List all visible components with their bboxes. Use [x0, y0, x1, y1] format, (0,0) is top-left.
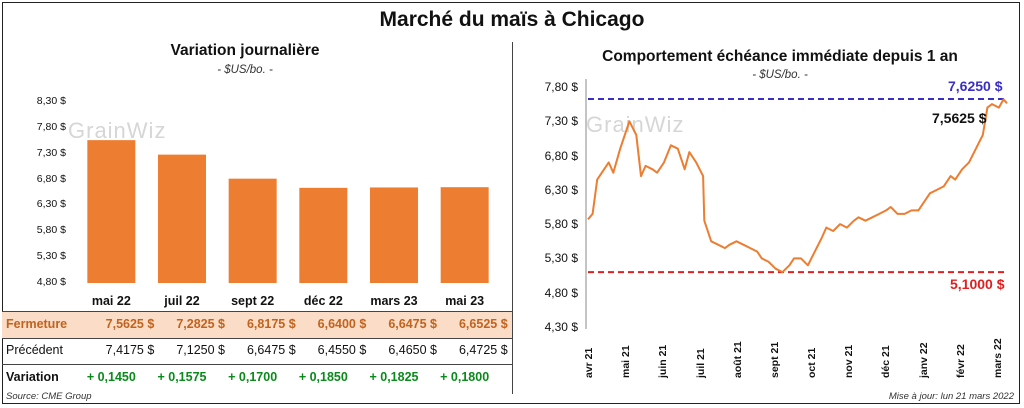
- line-y-tick: 6,80 $: [544, 148, 578, 163]
- bar-3: [299, 187, 348, 283]
- line-y-tick: 6,30 $: [544, 182, 578, 197]
- bar-1: [158, 154, 206, 283]
- high-annotation: 7,6250 $: [948, 78, 1003, 94]
- bar-y-tick: 8,30 $: [36, 95, 66, 107]
- left-chart-title: Variation journalière: [170, 42, 320, 59]
- fermeture-cell: 6,6475 $: [388, 317, 437, 331]
- variation-cell: + 0,1800: [440, 370, 490, 384]
- source-note: Source: CME Group: [6, 391, 92, 402]
- bar-y-tick: 5,80 $: [36, 224, 66, 237]
- bar-chart: [87, 140, 489, 283]
- fermeture-row: Fermeture 7,5625 $ 7,2825 $ 6,8175 $ 6,6400…: [2, 311, 512, 339]
- fermeture-cell: 6,8175 $: [246, 317, 296, 331]
- variation-cell: + 0,1850: [298, 370, 348, 384]
- bar-y-tick: 6,30 $: [36, 198, 66, 211]
- left-chart-unit: - $US/bo. -: [217, 64, 273, 76]
- line-x-tick: août 21: [731, 341, 744, 378]
- line-x-tick: nov 21: [843, 344, 856, 378]
- bar-2: [228, 178, 277, 283]
- line-x-tick: juil 21: [694, 348, 707, 378]
- precedent-cell: 7,4175 $: [105, 343, 155, 357]
- line-x-tick: avr 21: [583, 347, 595, 378]
- line-x-tick: févr 22: [954, 344, 967, 378]
- line-x-tick: oct 21: [806, 347, 819, 378]
- line-x-tick: sept 21: [768, 341, 781, 378]
- line-y-tick: 5,30 $: [544, 251, 578, 266]
- line-x-tick: juin 21: [657, 344, 670, 378]
- bar-y-tick: 6,80 $: [36, 172, 66, 185]
- precedent-label: Précédent: [6, 343, 63, 357]
- fermeture-label: Fermeture: [6, 317, 68, 331]
- fermeture-cell: 7,2825 $: [176, 317, 225, 331]
- chart-frame: [2, 2, 1020, 404]
- line-x-tick: mars 22: [992, 338, 1004, 378]
- left-watermark: GrainWiz: [68, 118, 167, 143]
- variation-row: Variation + 0,1450 + 0,1575 + 0,1700 + 0,18…: [2, 364, 512, 391]
- fermeture-cell: 6,6400 $: [317, 317, 367, 331]
- precedent-cell: 6,4650 $: [388, 343, 437, 357]
- precedent-cell: 7,1250 $: [176, 343, 225, 357]
- line-x-tick: janv 22: [917, 342, 930, 378]
- last-value-annotation: 7,5625 $: [932, 110, 987, 127]
- variation-cell: + 0,1450: [86, 370, 136, 384]
- line-x-tick: mai 21: [620, 345, 633, 378]
- bar-0: [87, 140, 136, 283]
- bar-y-tick: 7,30 $: [36, 146, 66, 159]
- fermeture-cell: 7,5625 $: [105, 317, 155, 331]
- precedent-row: Précédent 7,4175 $ 7,1250 $ 6,6475 $ 6,4550…: [2, 338, 512, 364]
- variation-label: Variation: [6, 370, 59, 384]
- line-y-tick: 5,80 $: [544, 217, 578, 232]
- bar-x-label: mai 23: [445, 294, 485, 308]
- line-x-tick: déc 21: [880, 345, 893, 378]
- right-watermark: GrainWiz: [586, 112, 685, 137]
- bar-5: [440, 187, 489, 283]
- bar-y-tick: 4,80 $: [36, 276, 66, 288]
- precedent-cell: 6,4550 $: [317, 343, 367, 357]
- variation-cell: + 0,1825: [369, 370, 419, 384]
- bar-4: [370, 187, 418, 283]
- right-chart-title: Comportement échéance immédiate depuis 1…: [602, 48, 958, 65]
- bar-x-label: juil 22: [164, 294, 200, 308]
- bar-x-label: mars 23: [370, 294, 418, 308]
- bar-x-label: sept 22: [231, 294, 275, 308]
- precedent-cell: 6,6475 $: [246, 343, 296, 357]
- update-note: Mise à jour: lun 21 mars 2022: [888, 391, 1014, 402]
- bar-x-label: mai 22: [91, 294, 131, 308]
- variation-cell: + 0,1700: [228, 370, 278, 384]
- line-y-tick: 4,80 $: [544, 285, 578, 300]
- precedent-cell: 6,4725 $: [458, 343, 508, 357]
- line-y-tick: 7,80 $: [544, 80, 578, 94]
- right-chart-unit: - $US/bo. -: [752, 69, 808, 81]
- bar-y-tick: 5,30 $: [36, 250, 66, 263]
- page-title: Marché du maïs à Chicago: [379, 8, 645, 31]
- variation-cell: + 0,1575: [157, 370, 207, 384]
- low-annotation: 5,1000 $: [950, 276, 1005, 293]
- bar-y-tick: 7,80 $: [36, 120, 66, 133]
- line-y-tick: 4,30 $: [544, 320, 578, 334]
- line-y-tick: 7,30 $: [544, 114, 578, 129]
- bar-x-label: déc 22: [303, 294, 343, 308]
- fermeture-cell: 6,6525 $: [458, 317, 508, 331]
- panel-divider: [512, 42, 513, 394]
